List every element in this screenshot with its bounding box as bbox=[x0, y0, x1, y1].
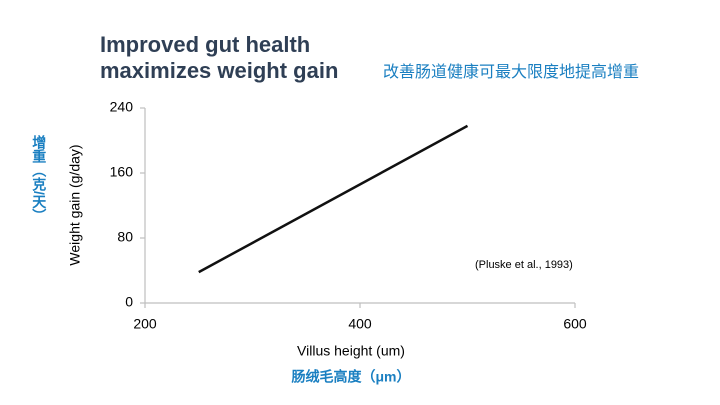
y-axis-label: Weight gain (g/day) bbox=[67, 144, 83, 265]
y-tick-label: 0 bbox=[125, 294, 133, 310]
annotation: (Pluske et al., 1993) bbox=[475, 259, 573, 271]
y-tick-label: 160 bbox=[110, 164, 134, 180]
title-line: maximizes weight gain bbox=[100, 58, 338, 83]
y-tick-label: 240 bbox=[110, 99, 134, 115]
title-line: Improved gut health bbox=[100, 32, 310, 57]
x-axis-label-cn: 肠绒毛高度（μm） bbox=[291, 369, 410, 385]
y-axis-label-cn: 增重（克/天） bbox=[31, 134, 47, 223]
subtitle: 改善肠道健康可最大限度地提高增重 bbox=[383, 63, 639, 81]
y-tick-label: 80 bbox=[117, 229, 133, 245]
x-tick-label: 400 bbox=[348, 316, 372, 332]
x-axis-label: Villus height (um) bbox=[297, 343, 405, 359]
data-line bbox=[198, 124, 469, 274]
x-tick-label: 600 bbox=[563, 316, 587, 332]
x-tick-label: 200 bbox=[133, 316, 157, 332]
